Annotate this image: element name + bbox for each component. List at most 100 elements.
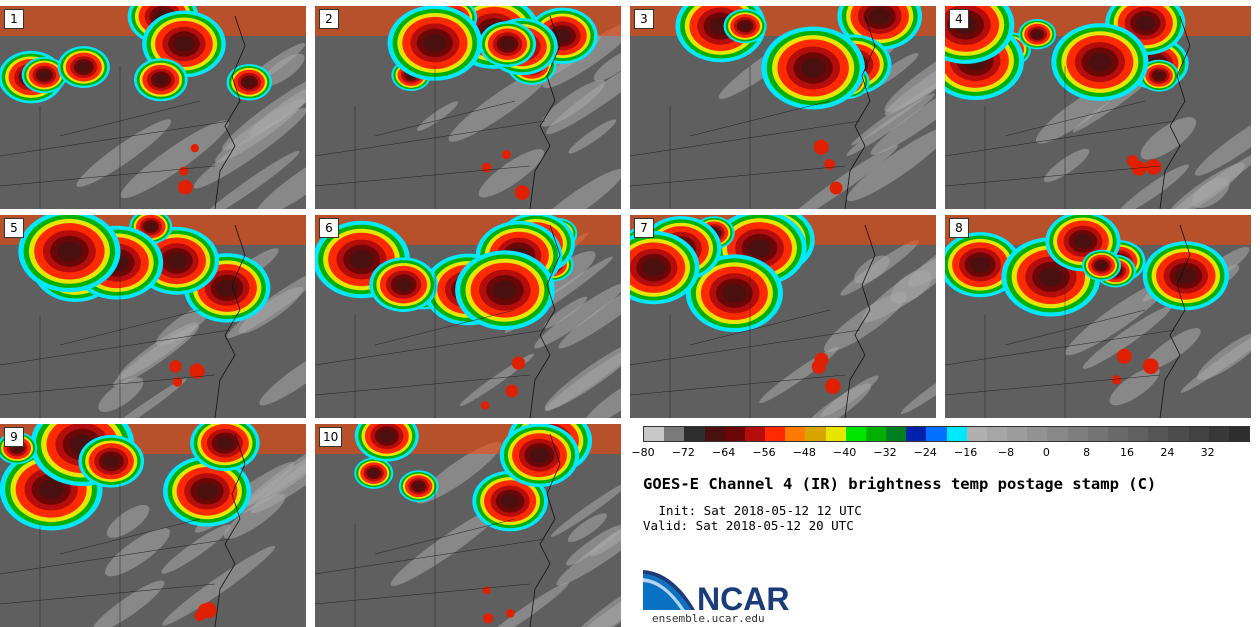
- coastline: [1159, 15, 1191, 209]
- cloud-streak: [546, 53, 621, 135]
- colorbar-cell: [1148, 427, 1169, 441]
- state-boundary: [1004, 309, 1146, 346]
- cloud-streak: [113, 325, 200, 387]
- coastline: [529, 224, 561, 418]
- convective-cell: [869, 8, 890, 25]
- figure-title: GOES-E Channel 4 (IR) brightness temp po…: [643, 475, 1157, 493]
- stamp-panel-5: 5: [0, 215, 306, 418]
- cloud-streak: [201, 150, 300, 209]
- convective-cell: [1111, 375, 1122, 385]
- cloud-streak: [106, 504, 150, 538]
- colorbar-tick-label: 8: [1083, 446, 1091, 459]
- ncar-logo: NCAR: [643, 570, 789, 614]
- state-boundary: [315, 329, 546, 366]
- colorbar-cell: [744, 427, 766, 441]
- stamp-panel-4: 4: [945, 6, 1251, 209]
- state-boundary: [0, 538, 231, 575]
- convective-cell: [481, 162, 492, 173]
- cloud-streak: [250, 435, 306, 514]
- stamp-panel-3: 3: [630, 6, 936, 209]
- cloud-streak: [162, 545, 276, 626]
- convective-cell: [395, 278, 412, 292]
- cloud-streak: [262, 53, 305, 87]
- coastline: [214, 15, 246, 209]
- colorbar-cell: [644, 427, 665, 441]
- convective-cell: [1131, 160, 1147, 176]
- convective-cell: [500, 38, 515, 50]
- colorbar-cell: [1027, 427, 1048, 441]
- coastline: [529, 15, 561, 209]
- cloud-streak: [556, 511, 621, 586]
- colorbar-cell: [805, 427, 826, 441]
- satellite-image: [945, 6, 1251, 209]
- colorbar-tick-label: 24: [1160, 446, 1175, 459]
- state-boundary: [0, 120, 231, 157]
- cloud-streak: [1169, 150, 1251, 209]
- cloud-streak: [215, 98, 305, 163]
- colorbar-cell: [1107, 427, 1129, 441]
- stamp-panel-9: 9: [0, 424, 306, 627]
- cloud-streak: [840, 239, 919, 296]
- cloud-streak: [259, 345, 306, 406]
- convective-cell: [413, 482, 424, 491]
- coastline: [844, 224, 876, 418]
- colorbar-cell: [1188, 427, 1209, 441]
- colorbar-cell: [1047, 427, 1068, 441]
- convective-cell: [190, 144, 199, 153]
- state-boundary: [945, 165, 1161, 187]
- convective-cell: [216, 436, 234, 450]
- panel-number-label: 7: [634, 218, 654, 238]
- convective-cell: [505, 384, 519, 398]
- convective-cell: [514, 185, 530, 200]
- cloud-streak: [846, 126, 936, 202]
- convective-cell: [739, 21, 751, 31]
- valid-time: Valid: Sat 2018-05-12 20 UTC: [643, 518, 854, 533]
- coastline: [529, 433, 561, 627]
- satellite-image: [0, 6, 306, 209]
- colorbar: [643, 426, 1250, 442]
- convective-cell: [500, 493, 520, 509]
- cloud-streak: [540, 79, 606, 127]
- cloud-streak: [1180, 321, 1251, 393]
- convective-cell: [243, 77, 255, 87]
- cloud-streak: [1140, 117, 1197, 160]
- state-boundary: [630, 329, 861, 366]
- cloud-streak: [254, 147, 306, 209]
- stamp-panel-8: 8: [945, 215, 1251, 418]
- convective-cell: [505, 609, 515, 618]
- convective-cell: [511, 356, 526, 370]
- cloud-streak: [565, 525, 621, 566]
- convective-cell: [38, 479, 64, 500]
- satellite-image: [630, 6, 936, 209]
- state-boundary: [315, 165, 531, 187]
- colorbar-cell: [906, 427, 927, 441]
- cloud-streak: [900, 359, 936, 415]
- cloud-streak: [1143, 328, 1201, 371]
- convective-cell: [179, 166, 189, 176]
- cloud-streak: [786, 144, 899, 209]
- cloud-streak: [105, 527, 170, 577]
- cloud-streak: [532, 168, 621, 209]
- convective-cell: [970, 256, 990, 273]
- convective-cell: [216, 279, 238, 297]
- convective-cell: [77, 62, 91, 73]
- colorbar-cell: [1087, 427, 1108, 441]
- convective-cell: [369, 469, 379, 477]
- colorbar-tick-label: −56: [752, 446, 776, 459]
- convective-cell: [379, 429, 395, 443]
- colorbar-cell: [785, 427, 806, 441]
- convective-cell: [154, 74, 168, 85]
- convective-cell: [423, 33, 447, 53]
- convective-cell: [196, 482, 218, 500]
- state-boundary: [1004, 100, 1146, 137]
- cloud-streak: [593, 49, 621, 82]
- convective-cell: [57, 241, 82, 262]
- cloud-streak: [156, 304, 213, 347]
- cloud-streak: [550, 481, 621, 537]
- cloud-streak: [1043, 148, 1090, 183]
- convective-cell: [349, 250, 374, 269]
- state-boundary: [315, 583, 531, 605]
- cloud-streak: [98, 377, 144, 413]
- convective-cell: [482, 586, 491, 595]
- state-boundary: [59, 518, 201, 555]
